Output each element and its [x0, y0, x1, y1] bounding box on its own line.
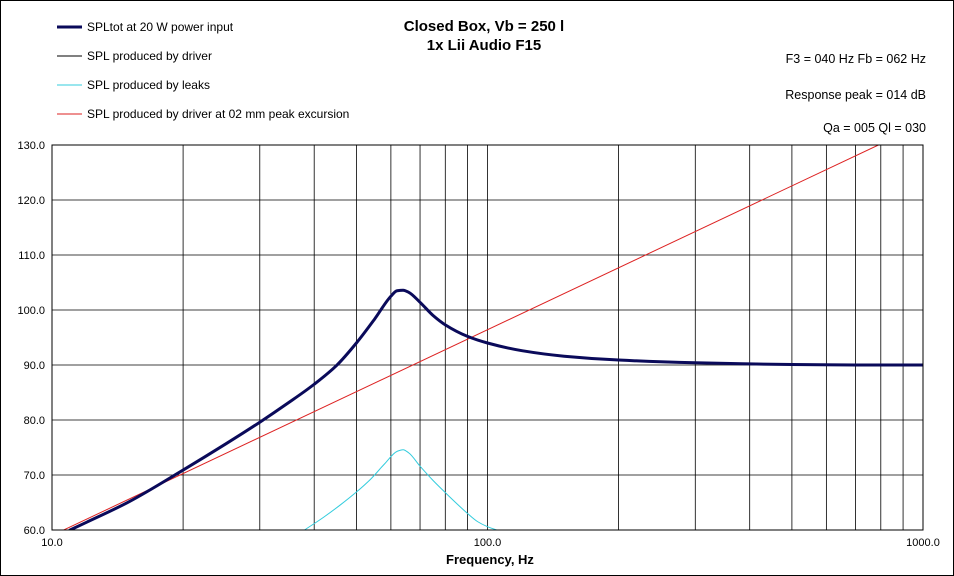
x-tick-label: 100.0 — [474, 537, 502, 549]
chart-title: Closed Box, Vb = 250 l — [404, 18, 564, 35]
y-tick-label: 110.0 — [18, 250, 45, 262]
x-tick-label: 1000.0 — [906, 537, 940, 549]
series-line-spltot — [68, 288, 923, 530]
legend: SPLtot at 20 W power input SPL produced … — [57, 20, 349, 121]
legend-item-excursion: SPL produced by driver at 02 mm peak exc… — [57, 107, 349, 121]
y-tick-label: 130.0 — [17, 140, 45, 152]
y-tick-label: 120.0 — [17, 195, 45, 207]
y-tick-label: 70.0 — [24, 470, 45, 482]
x-axis-title: Frequency, Hz — [446, 552, 534, 567]
legend-label-spltot: SPLtot at 20 W power input — [87, 20, 234, 34]
series-line-excursion — [62, 145, 879, 530]
legend-label-driver: SPL produced by driver — [87, 49, 212, 63]
info-block: F3 = 040 Hz Fb = 062 Hz Response peak = … — [785, 52, 926, 135]
info-f3-fb: F3 = 040 Hz Fb = 062 Hz — [786, 52, 926, 66]
y-tick-label: 60.0 — [24, 525, 45, 537]
y-tick-label: 80.0 — [24, 415, 45, 427]
series-group — [62, 145, 923, 530]
y-tick-labels: 60.0 70.0 80.0 90.0 100.0 110.0 120.0 130.0 — [17, 140, 45, 537]
legend-item-spltot: SPLtot at 20 W power input — [57, 20, 234, 34]
legend-item-driver: SPL produced by driver — [57, 49, 212, 63]
info-qa-ql: Qa = 005 Ql = 030 — [823, 121, 926, 135]
legend-label-excursion: SPL produced by driver at 02 mm peak exc… — [87, 107, 349, 121]
legend-item-leaks: SPL produced by leaks — [57, 78, 210, 92]
plot-border — [51, 144, 924, 531]
y-tick-label: 90.0 — [24, 360, 45, 372]
series-line-leaks — [304, 449, 498, 530]
plot-viewport — [62, 145, 923, 530]
chart-subtitle: 1x Lii Audio F15 — [427, 37, 541, 54]
y-tick-label: 100.0 — [17, 305, 45, 317]
x-tick-labels: 10.0 100.0 1000.0 — [41, 537, 940, 549]
info-response-peak: Response peak = 014 dB — [785, 88, 926, 102]
legend-label-leaks: SPL produced by leaks — [87, 78, 210, 92]
x-tick-label: 10.0 — [41, 537, 62, 549]
